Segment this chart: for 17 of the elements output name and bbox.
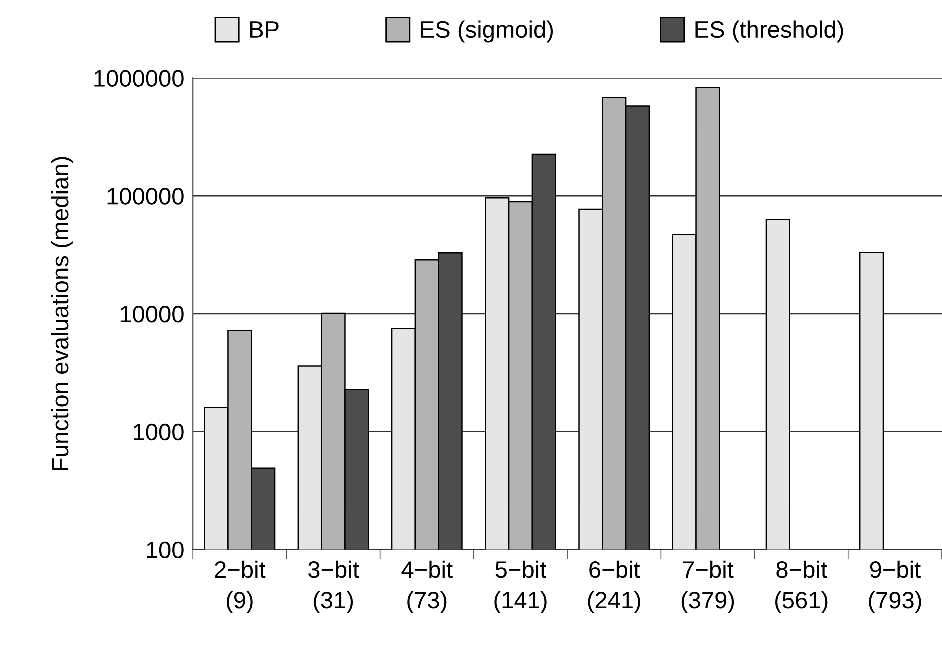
y-tick-label: 10000 — [120, 306, 184, 323]
x-tick-label: 6−bit (241) — [588, 560, 640, 614]
legend-label: BP — [250, 22, 279, 38]
x-tick-label: 8−bit (561) — [775, 560, 828, 614]
legend-label: ES (threshold) — [696, 20, 844, 43]
y-tick-label: 1000 — [134, 424, 184, 441]
x-tick-label: 9−bit (793) — [869, 560, 922, 614]
y-tick-label: 100000 — [108, 188, 184, 205]
legend-label: ES (sigmoid) — [421, 20, 554, 43]
x-tick-label: 4−bit (73) — [402, 560, 453, 614]
x-tick-label: 7−bit (379) — [682, 560, 734, 614]
x-tick-label: 2−bit (9) — [215, 560, 266, 614]
y-tick-label: 1000000 — [94, 70, 184, 87]
x-tick-label: 3−bit (31) — [308, 560, 360, 614]
x-tick-label: 5−bit (141) — [494, 560, 547, 614]
y-axis-title: Function evaluations (median) — [51, 157, 74, 470]
y-tick-label: 100 — [147, 542, 184, 559]
